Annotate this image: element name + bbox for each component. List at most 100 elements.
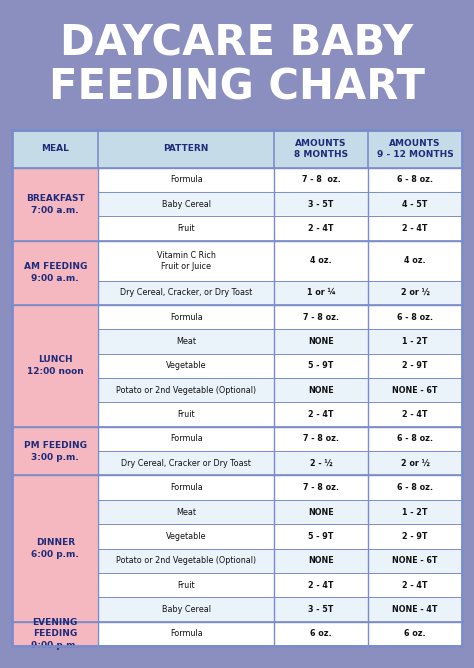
Bar [274, 500, 368, 524]
Text: 2 - 4T: 2 - 4T [402, 580, 428, 590]
Bar [368, 427, 462, 451]
Text: BREAKFAST
7:00 a.m.: BREAKFAST 7:00 a.m. [26, 194, 84, 214]
Text: 1 or ¼: 1 or ¼ [307, 289, 335, 297]
Text: 6 - 8 oz.: 6 - 8 oz. [397, 434, 433, 444]
Bar [274, 427, 368, 451]
Text: AMOUNTS
9 - 12 MONTHS: AMOUNTS 9 - 12 MONTHS [377, 139, 453, 159]
Bar [274, 402, 368, 427]
Text: FEEDING CHART: FEEDING CHART [49, 67, 425, 109]
Text: 6 oz.: 6 oz. [404, 629, 426, 639]
Bar [12, 476, 99, 622]
Text: Potato or 2nd Vegetable (Optional): Potato or 2nd Vegetable (Optional) [116, 385, 256, 395]
Text: Formula: Formula [170, 313, 202, 321]
Text: 6 - 8 oz.: 6 - 8 oz. [397, 483, 433, 492]
Text: 2 - ½: 2 - ½ [310, 459, 332, 468]
Bar [12, 622, 99, 646]
Text: 2 - 9T: 2 - 9T [402, 532, 428, 541]
Text: 5 - 9T: 5 - 9T [308, 361, 334, 370]
Text: 6 - 8 oz.: 6 - 8 oz. [397, 313, 433, 321]
Text: Meat: Meat [176, 337, 196, 346]
Bar [99, 573, 274, 597]
Bar [99, 168, 274, 192]
Bar [12, 130, 462, 168]
Bar [274, 622, 368, 646]
Bar [368, 378, 462, 402]
Text: 4 oz.: 4 oz. [404, 256, 426, 265]
Bar [12, 427, 99, 476]
Text: Formula: Formula [170, 175, 202, 184]
Text: AM FEEDING
9:00 a.m.: AM FEEDING 9:00 a.m. [24, 263, 87, 283]
Bar [99, 402, 274, 427]
Bar [368, 353, 462, 378]
Text: Vitamin C Rich
Fruit or Juice: Vitamin C Rich Fruit or Juice [157, 250, 216, 271]
Bar [274, 378, 368, 402]
Text: Fruit: Fruit [177, 580, 195, 590]
Text: PATTERN: PATTERN [164, 144, 209, 154]
Text: 2 or ½: 2 or ½ [401, 289, 429, 297]
Bar [274, 476, 368, 500]
Text: Baby Cereal: Baby Cereal [162, 605, 210, 614]
Bar [368, 305, 462, 329]
Text: Potato or 2nd Vegetable (Optional): Potato or 2nd Vegetable (Optional) [116, 556, 256, 565]
Text: DINNER
6:00 p.m.: DINNER 6:00 p.m. [31, 538, 79, 559]
Bar [12, 130, 462, 646]
Text: 1 - 2T: 1 - 2T [402, 337, 428, 346]
Text: NONE: NONE [308, 508, 334, 516]
Bar [99, 216, 274, 240]
Text: NONE: NONE [308, 556, 334, 565]
Bar [274, 548, 368, 573]
Text: NONE - 4T: NONE - 4T [392, 605, 438, 614]
Bar [368, 168, 462, 192]
Text: NONE: NONE [308, 337, 334, 346]
Bar [368, 573, 462, 597]
Text: 4 - 5T: 4 - 5T [402, 200, 428, 208]
Bar [368, 402, 462, 427]
Bar [274, 216, 368, 240]
Text: EVENING
FEEDING
9:00 p.m.: EVENING FEEDING 9:00 p.m. [31, 617, 79, 650]
Text: Dry Cereal, Cracker, or Dry Toast: Dry Cereal, Cracker, or Dry Toast [120, 289, 252, 297]
Bar [368, 329, 462, 353]
Bar [12, 168, 99, 240]
Bar [274, 240, 368, 281]
Text: Formula: Formula [170, 483, 202, 492]
Text: 2 - 4T: 2 - 4T [402, 410, 428, 419]
Text: 4 oz.: 4 oz. [310, 256, 332, 265]
Bar [99, 240, 274, 281]
Text: Meat: Meat [176, 508, 196, 516]
Text: Vegetable: Vegetable [166, 532, 206, 541]
Text: 7 - 8  oz.: 7 - 8 oz. [301, 175, 340, 184]
Text: PM FEEDING
3:00 p.m.: PM FEEDING 3:00 p.m. [24, 441, 87, 462]
Text: Baby Cereal: Baby Cereal [162, 200, 210, 208]
Text: 7 - 8 oz.: 7 - 8 oz. [303, 483, 339, 492]
Text: NONE - 6T: NONE - 6T [392, 385, 438, 395]
Bar [274, 597, 368, 622]
Bar [274, 329, 368, 353]
Bar [99, 500, 274, 524]
Text: 6 - 8 oz.: 6 - 8 oz. [397, 175, 433, 184]
Text: Formula: Formula [170, 629, 202, 639]
Bar [368, 622, 462, 646]
Bar [274, 168, 368, 192]
Bar [274, 573, 368, 597]
Bar [99, 427, 274, 451]
Bar [368, 500, 462, 524]
Text: 1 - 2T: 1 - 2T [402, 508, 428, 516]
Bar [274, 305, 368, 329]
Bar [99, 524, 274, 548]
Bar [274, 451, 368, 476]
Bar [274, 524, 368, 548]
Bar [99, 378, 274, 402]
Bar [368, 548, 462, 573]
Text: 3 - 5T: 3 - 5T [308, 200, 334, 208]
Text: 7 - 8 oz.: 7 - 8 oz. [303, 434, 339, 444]
Text: 3 - 5T: 3 - 5T [308, 605, 334, 614]
Bar [99, 451, 274, 476]
Bar [99, 353, 274, 378]
Bar [99, 192, 274, 216]
Text: LUNCH
12:00 noon: LUNCH 12:00 noon [27, 355, 83, 376]
Bar [368, 524, 462, 548]
Text: Fruit: Fruit [177, 224, 195, 233]
Text: Dry Cereal, Cracker or Dry Toast: Dry Cereal, Cracker or Dry Toast [121, 459, 251, 468]
Text: Fruit: Fruit [177, 410, 195, 419]
Bar [368, 240, 462, 281]
